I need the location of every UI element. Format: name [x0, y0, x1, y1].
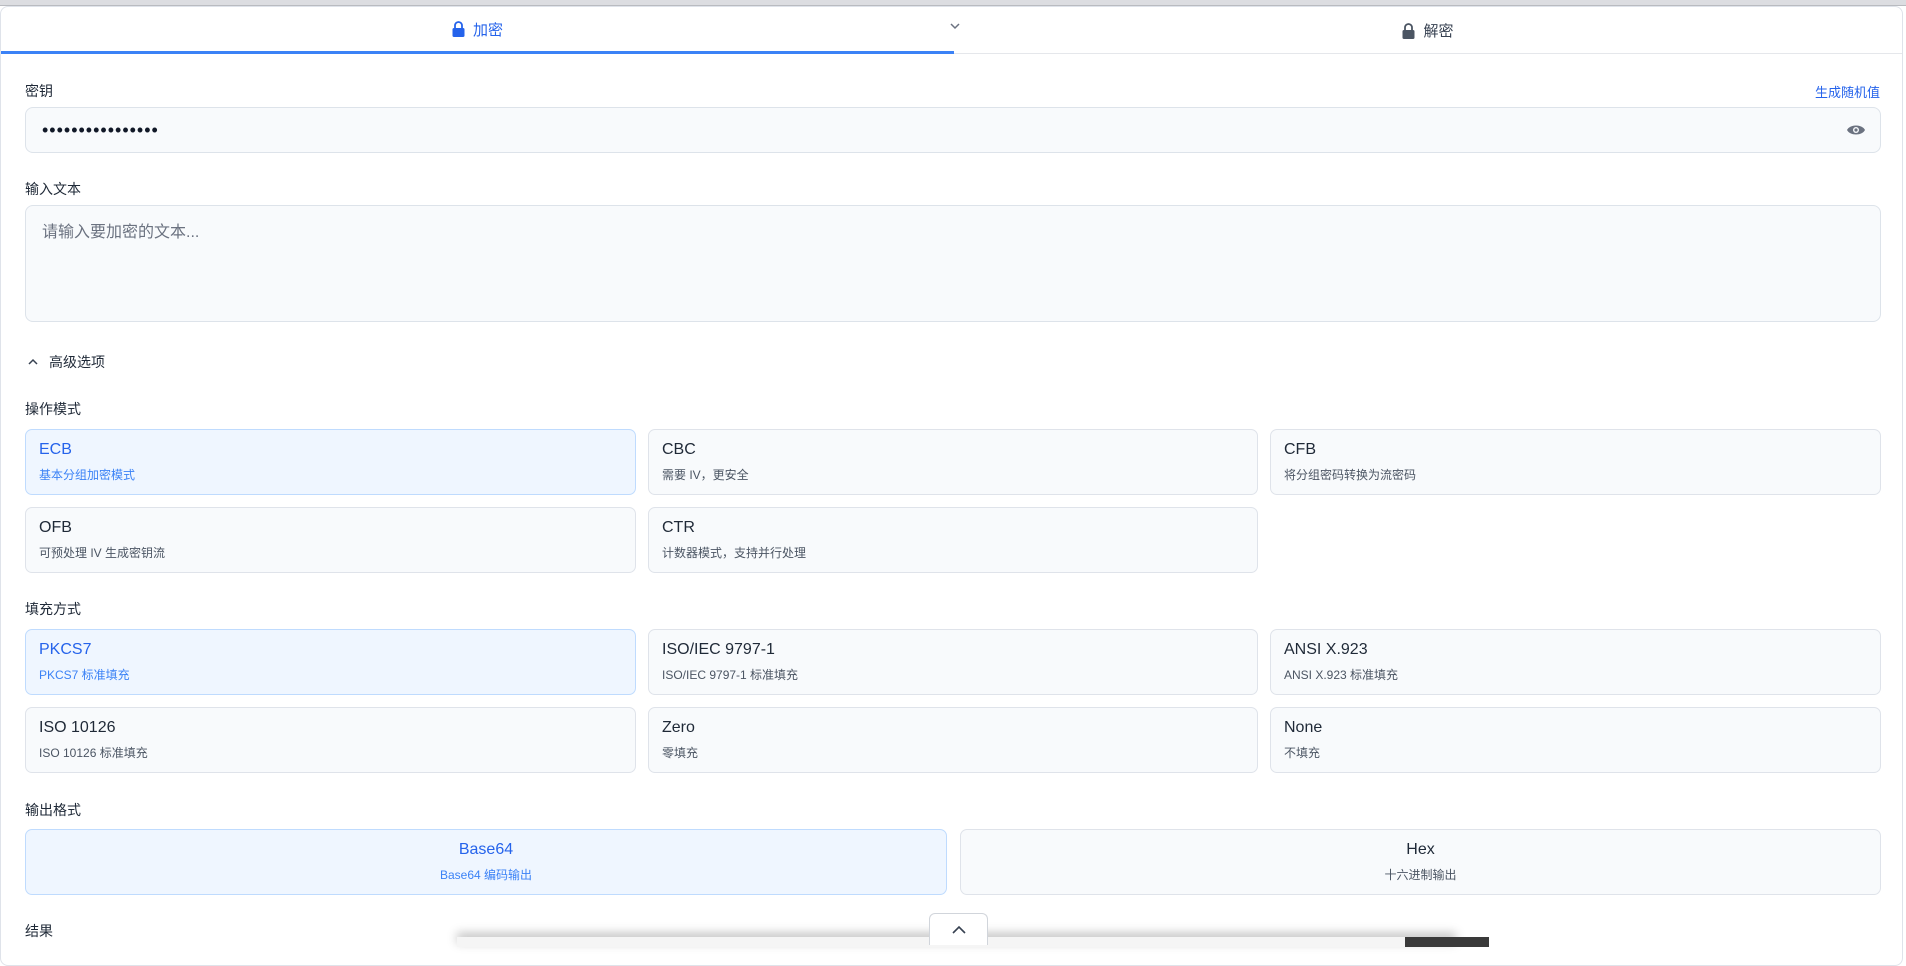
lock-icon [1402, 22, 1415, 39]
option-desc: ISO/IEC 9797-1 标准填充 [662, 668, 799, 682]
option-desc: ISO 10126 标准填充 [39, 746, 148, 760]
padding-option-iso9797[interactable]: ISO/IEC 9797-1 ISO/IEC 9797-1 标准填充 [648, 629, 1258, 695]
option-title: Base64 [458, 841, 514, 858]
tab-bar: 加密 解密 [1, 7, 1902, 54]
option-desc: ANSI X.923 标准填充 [1284, 668, 1399, 682]
mode-option-cfb[interactable]: CFB 将分组密码转换为流密码 [1270, 429, 1881, 495]
output-option-hex[interactable]: Hex 十六进制输出 [960, 829, 1881, 895]
tab-label: 加密 [472, 21, 503, 39]
option-title: PKCS7 [39, 641, 92, 658]
option-desc: Base64 编码输出 [439, 868, 533, 882]
eye-icon[interactable] [1846, 122, 1866, 138]
key-label: 密钥 [25, 83, 53, 99]
option-desc: PKCS7 标准填充 [39, 668, 130, 682]
input-text-label: 输入文本 [25, 181, 81, 197]
option-desc: 零填充 [662, 746, 699, 760]
padding-label: 填充方式 [25, 601, 81, 617]
option-desc: 可预处理 IV 生成密钥流 [39, 546, 166, 560]
tab-decrypt[interactable]: 解密 [954, 7, 1902, 54]
mode-option-cbc[interactable]: CBC 需要 IV，更安全 [648, 429, 1258, 495]
advanced-options-toggle[interactable]: 高级选项 [27, 352, 105, 372]
option-title: CTR [662, 519, 695, 536]
key-input[interactable]: •••••••••••••••• [25, 107, 1881, 153]
option-desc: 需要 IV，更安全 [662, 468, 749, 482]
option-title: Hex [1406, 841, 1435, 858]
result-label: 结果 [25, 923, 53, 939]
mode-option-ctr[interactable]: CTR 计数器模式，支持并行处理 [648, 507, 1258, 573]
option-title: ANSI X.923 [1284, 641, 1368, 658]
browser-top-bar [0, 0, 1906, 6]
chevron-down-icon[interactable] [948, 19, 962, 33]
crypto-panel: 加密 解密 密钥 生成随机值 •••••••••••••••• 输入文本 请输入… [0, 6, 1903, 966]
padding-option-ansix923[interactable]: ANSI X.923 ANSI X.923 标准填充 [1270, 629, 1881, 695]
option-desc: 十六进制输出 [1384, 868, 1457, 882]
padding-option-iso10126[interactable]: ISO 10126 ISO 10126 标准填充 [25, 707, 636, 773]
option-title: Zero [662, 719, 695, 736]
input-text-area[interactable]: 请输入要加密的文本... [25, 205, 1881, 322]
padding-option-none[interactable]: None 不填充 [1270, 707, 1881, 773]
output-option-base64[interactable]: Base64 Base64 编码输出 [25, 829, 947, 895]
option-title: CBC [662, 441, 696, 458]
bottom-sheet-dark-block [1405, 937, 1489, 947]
padding-option-pkcs7[interactable]: PKCS7 PKCS7 标准填充 [25, 629, 636, 695]
chevron-up-icon [28, 358, 38, 365]
input-placeholder: 请输入要加密的文本... [42, 224, 200, 241]
tab-label: 解密 [1423, 23, 1454, 40]
option-desc: 基本分组加密模式 [39, 468, 136, 482]
key-value: •••••••••••••••• [42, 120, 159, 140]
option-desc: 计数器模式，支持并行处理 [662, 546, 807, 560]
option-title: ISO/IEC 9797-1 [662, 641, 775, 658]
tab-encrypt[interactable]: 加密 [1, 7, 954, 54]
expand-bottom-sheet-button[interactable] [929, 913, 988, 945]
lock-icon [452, 21, 465, 37]
option-title: ISO 10126 [39, 719, 116, 736]
generate-random-button[interactable]: 生成随机值 [1814, 85, 1880, 100]
option-title: None [1284, 719, 1323, 736]
mode-option-ofb[interactable]: OFB 可预处理 IV 生成密钥流 [25, 507, 636, 573]
option-desc: 将分组密码转换为流密码 [1284, 468, 1417, 482]
option-title: ECB [39, 441, 72, 458]
advanced-options-label: 高级选项 [49, 354, 105, 370]
option-title: CFB [1284, 441, 1316, 458]
mode-label: 操作模式 [25, 401, 81, 417]
option-title: OFB [39, 519, 72, 536]
chevron-up-icon [951, 925, 966, 934]
output-format-label: 输出格式 [25, 802, 81, 818]
mode-option-ecb[interactable]: ECB 基本分组加密模式 [25, 429, 636, 495]
padding-option-zero[interactable]: Zero 零填充 [648, 707, 1258, 773]
option-desc: 不填充 [1284, 746, 1321, 760]
